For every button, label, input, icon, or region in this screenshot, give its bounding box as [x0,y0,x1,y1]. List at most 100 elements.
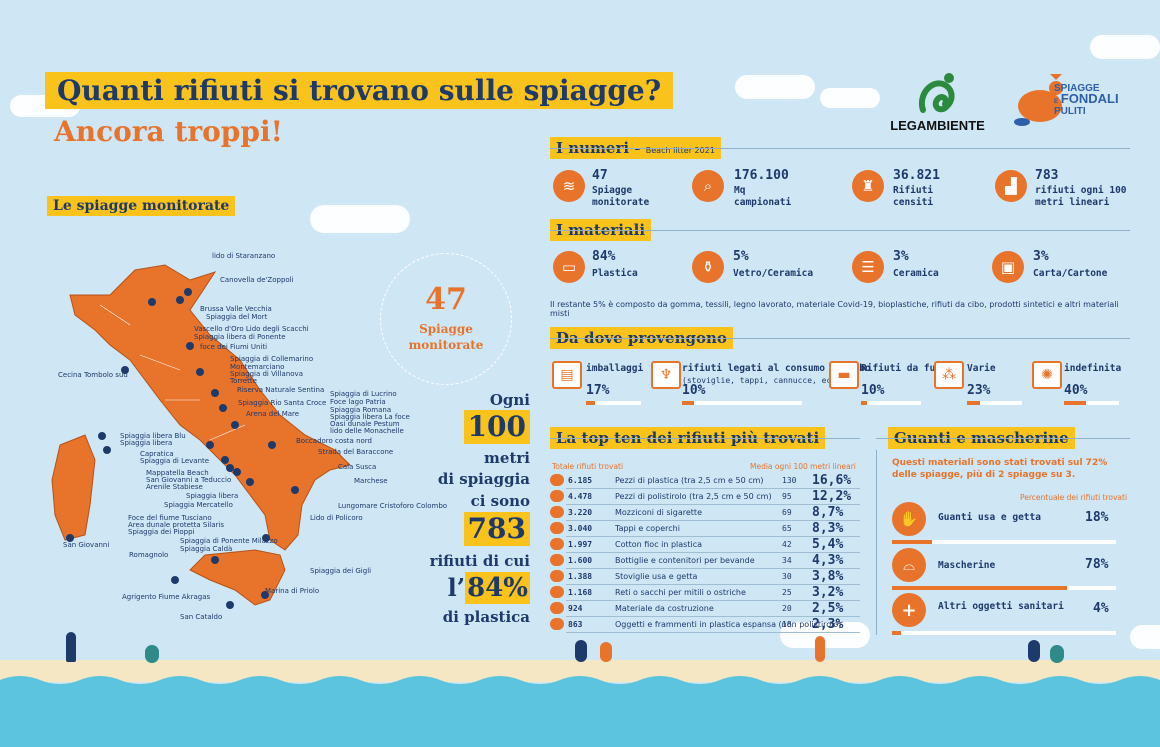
row-divider [566,536,860,537]
source-pct: 23% [967,383,991,398]
row-count: 1.388 [568,572,593,581]
bulb-icon: ✺ [1032,361,1062,389]
summary-number: 100 [415,410,530,448]
badge-label: Spiagge [419,322,473,336]
row-pct: 2,5% [812,601,844,616]
guanti-intro: Questi materiali sono stati trovati sul … [892,458,1108,480]
material-label: Ceramica [893,268,939,279]
place-label: Capratica [140,450,174,458]
table-row: 924 Materiale da costruzione 20 2,5% [550,601,860,617]
cloud [1130,625,1160,649]
legambiente-logo: LEGAMBIENTE [885,70,990,135]
row-label: Mozziconi di sigarette [615,508,702,517]
row-pct: 8,7% [812,505,844,520]
medical-cross-icon: + [892,593,926,627]
place-label: Boccadoro costa nord [296,437,372,445]
row-label: Cotton fioc in plastica [615,540,703,549]
divider [550,148,1130,149]
divider [876,450,877,635]
volunteer-figure [1050,645,1064,663]
volunteer-figure [145,645,159,663]
row-count: 1.168 [568,588,593,597]
summary-block: Ogni 100 metri di spiaggia ci sono 783 r… [415,390,530,627]
row-pct: 3,2% [812,585,844,600]
table-row: 863 Oggetti e frammenti in plastica espan… [550,617,860,633]
source-bar-fill [967,401,980,405]
place-label: Montemarciano [230,363,285,371]
guanti-bar-fill [892,586,1067,590]
mask-icon: ⌓ [892,548,926,582]
row-count: 3.040 [568,524,593,533]
place-label: Spiaggia Caldà [180,545,233,553]
row-count: 924 [568,604,583,613]
place-label: Riserva Naturale Sentina [237,386,325,394]
waste-icon [550,570,564,582]
place-label: Foce del fiume Tusciano [128,514,212,522]
row-avg: 30 [782,572,792,581]
table-row: 6.185 Pezzi di plastica (tra 2,5 cm e 50 … [550,473,860,489]
guanti-bar-track [892,540,1116,544]
row-divider [566,584,860,585]
source-label: rifiuti legati al consumo di cibo (stovig… [682,363,871,385]
trash-icon: ♜ [852,170,884,202]
guanti-label: Mascherine [938,560,996,571]
material-label: Carta/Cartone [1033,268,1108,279]
swan-icon [918,73,955,113]
place-label: Spiaggia di Ponente Milazzo [180,537,278,545]
source-bar-fill [682,401,694,405]
row-label: Oggetti e frammenti in plastica espansa … [615,620,842,629]
source-pct: 10% [682,383,706,398]
place-label: Spiaggia del Mort [206,313,268,321]
legambiente-wordmark: LEGAMBIENTE [890,118,985,133]
row-label: Bottiglie e contenitori per bevande [615,556,755,565]
package-icon: ▤ [552,361,582,389]
place-label: lido di Staranzano [212,252,276,260]
cigarette-icon: ▬ [829,361,859,389]
place-label: Spiaggia di Villanova [230,370,303,378]
material-pct: 5% [733,249,749,264]
spiagge-fondali-logo: SPIAGGE E FONDALI PULITI [1010,72,1120,134]
guanti-bar-track [892,631,1116,635]
turtle-icon [1014,74,1063,126]
guanti-bar-fill [892,540,933,544]
place-label: Marchese [354,477,388,485]
table-row: 1.388 Stoviglie usa e getta 30 3,8% [550,569,860,585]
source-pct: 17% [586,383,610,398]
divider [550,230,1130,231]
row-label: Reti o sacchi per mitili o ostriche [615,588,746,597]
place-label: Spiaggia Rio Santa Croce [238,399,327,407]
place-label: Spiaggia libera di Ponente [194,333,286,341]
numeri-note: Beach litter 2021 [645,146,715,155]
place-label: San Giovanni [63,541,110,549]
summary-number: 783 [415,512,530,550]
source-pct: 40% [1064,383,1088,398]
cloud [820,88,880,108]
summary-text: di spiaggia [437,470,530,488]
cloud [310,205,410,233]
place-label: Lido di Policoro [310,514,363,522]
material-pct: 84% [592,249,616,264]
numeri-label: Spiagge monitorate [592,185,650,208]
guanti-pct: 78% [1085,557,1109,572]
table-row: 1.168 Reti o sacchi per mitili o ostriche… [550,585,860,601]
place-label: Romagnolo [129,551,169,559]
row-divider [566,568,860,569]
row-count: 4.478 [568,492,593,501]
magnifier-icon: ⌕ [692,170,724,202]
divider [550,338,1130,339]
place-label: Canovella de'Zoppoli [220,276,294,284]
row-pct: 16,6% [812,473,852,488]
beach-sand [0,660,1160,682]
row-avg: 69 [782,508,792,517]
place-label: San Giovanni a Teduccio [146,476,232,484]
place-label: Strada del Baraccone [318,448,394,456]
source-label: imballaggi [586,363,644,374]
row-pct: 4,3% [812,553,844,568]
row-avg: 65 [782,524,792,533]
logo-line: PULITI [1054,106,1086,117]
waste-icon [550,618,564,630]
table-row: 4.478 Pezzi di polistirolo (tra 2,5 cm e … [550,489,860,505]
source-bar-track [1064,401,1119,405]
material-label: Vetro/Ceramica [733,268,814,279]
row-count: 1.600 [568,556,593,565]
